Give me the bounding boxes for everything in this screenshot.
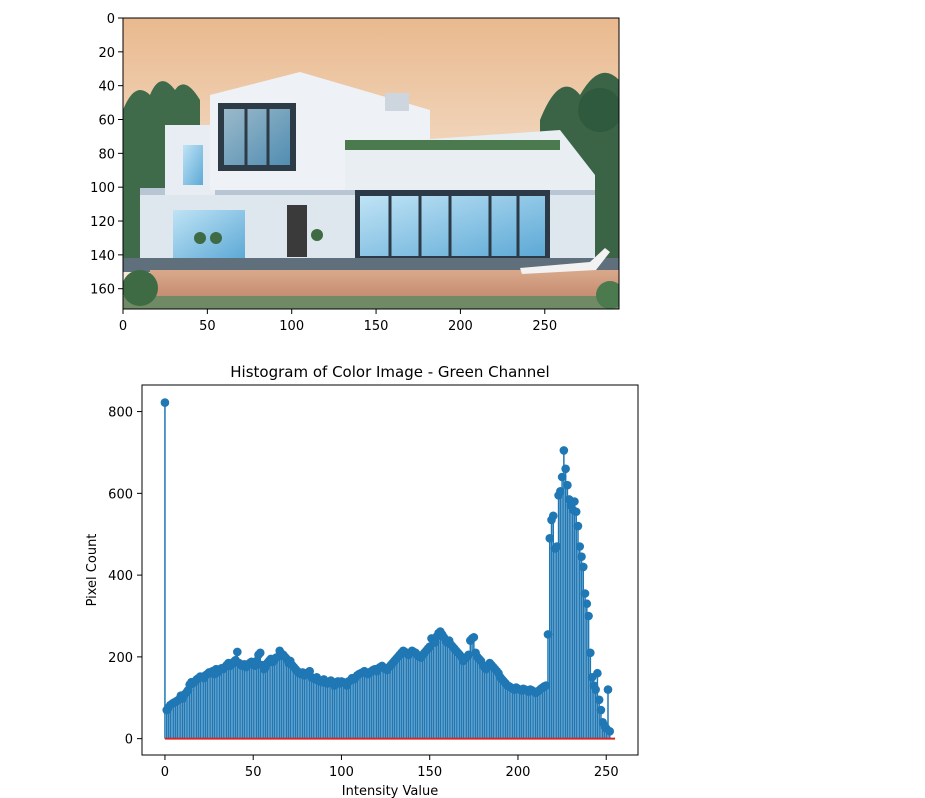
image-y-tick-label: 60 xyxy=(98,114,115,129)
stem-marker xyxy=(573,521,583,531)
image-plot: 0 50 100 150 200 250 0 20 40 60 80 100 120 140 160 xyxy=(90,12,620,334)
histogram-x-tick-label: 0 xyxy=(161,765,169,780)
histogram-plot: Histogram of Color Image - Green Channel… xyxy=(85,363,639,798)
image-x-tick-label: 0 xyxy=(119,319,127,334)
image-x-tick-label: 250 xyxy=(532,319,557,334)
stem-marker xyxy=(557,472,567,482)
image-y-tick-label: 140 xyxy=(90,249,115,264)
histogram-y-label: Pixel Count xyxy=(85,534,100,607)
stem-marker xyxy=(543,630,553,639)
stem-marker xyxy=(556,486,565,496)
image-x-tick-label: 100 xyxy=(279,319,304,334)
image-y-tick-label: 40 xyxy=(98,80,115,95)
image-x-ticks: 0 50 100 150 200 250 xyxy=(119,309,557,334)
stem-marker xyxy=(580,589,590,598)
image-x-tick-label: 50 xyxy=(199,319,216,334)
histogram-y-tick-label: 0 xyxy=(125,733,133,748)
histogram-markers xyxy=(160,398,615,736)
stem-marker xyxy=(541,681,551,690)
stem-marker xyxy=(469,632,479,642)
stem-marker xyxy=(464,650,473,660)
stem-marker xyxy=(586,648,595,658)
stem-marker xyxy=(596,705,606,715)
stem-marker xyxy=(552,542,562,551)
stem-marker xyxy=(603,685,613,694)
stem-marker xyxy=(582,599,592,609)
histogram-y-tick-label: 400 xyxy=(108,569,133,584)
stem-marker xyxy=(578,562,588,572)
histogram-x-label: Intensity Value xyxy=(342,784,438,798)
histogram-x-tick-label: 250 xyxy=(594,765,619,780)
histogram-y-tick-label: 200 xyxy=(108,651,133,666)
histogram-y-tick-label: 600 xyxy=(108,487,133,502)
image-y-tick-label: 100 xyxy=(90,181,115,196)
stem-marker xyxy=(577,552,586,562)
stem-marker xyxy=(584,611,593,621)
stem-marker xyxy=(561,464,570,474)
image-x-tick-label: 150 xyxy=(364,319,389,334)
stem-marker xyxy=(545,534,555,543)
stem-marker xyxy=(548,511,558,521)
stem-marker xyxy=(570,497,579,506)
histogram-stems xyxy=(164,402,611,739)
stem-marker xyxy=(160,398,170,407)
stem-marker xyxy=(571,507,581,517)
house-photo xyxy=(123,18,619,309)
histogram-x-tick-label: 200 xyxy=(506,765,531,780)
histogram-x-tick-label: 50 xyxy=(245,765,262,780)
image-y-tick-label: 120 xyxy=(90,215,115,230)
stem-marker xyxy=(593,668,602,678)
image-y-tick-label: 160 xyxy=(90,283,115,298)
image-y-tick-label: 80 xyxy=(98,147,115,162)
image-y-tick-label: 0 xyxy=(107,12,115,27)
histogram-x-tick-label: 100 xyxy=(329,765,354,780)
histogram-x-ticks: 0 50 100 150 200 250 xyxy=(161,755,619,780)
histogram-title: Histogram of Color Image - Green Channel xyxy=(230,363,549,381)
histogram-y-tick-label: 800 xyxy=(108,406,133,421)
histogram-y-ticks: 0 200 400 600 800 xyxy=(108,406,142,748)
image-frame xyxy=(122,17,620,310)
stem-marker xyxy=(575,542,585,551)
stem-marker xyxy=(563,480,572,490)
stem-marker xyxy=(255,648,265,658)
stem-marker xyxy=(233,647,242,657)
image-y-ticks: 0 20 40 60 80 100 120 140 160 xyxy=(90,12,123,298)
stem-marker xyxy=(594,695,604,705)
stem-marker xyxy=(605,726,615,736)
histogram-x-tick-label: 150 xyxy=(417,765,442,780)
image-x-tick-label: 200 xyxy=(448,319,473,334)
image-y-tick-label: 20 xyxy=(98,46,115,61)
stem-marker xyxy=(559,446,569,455)
histogram-frame xyxy=(141,384,639,756)
stem-marker xyxy=(591,685,600,694)
